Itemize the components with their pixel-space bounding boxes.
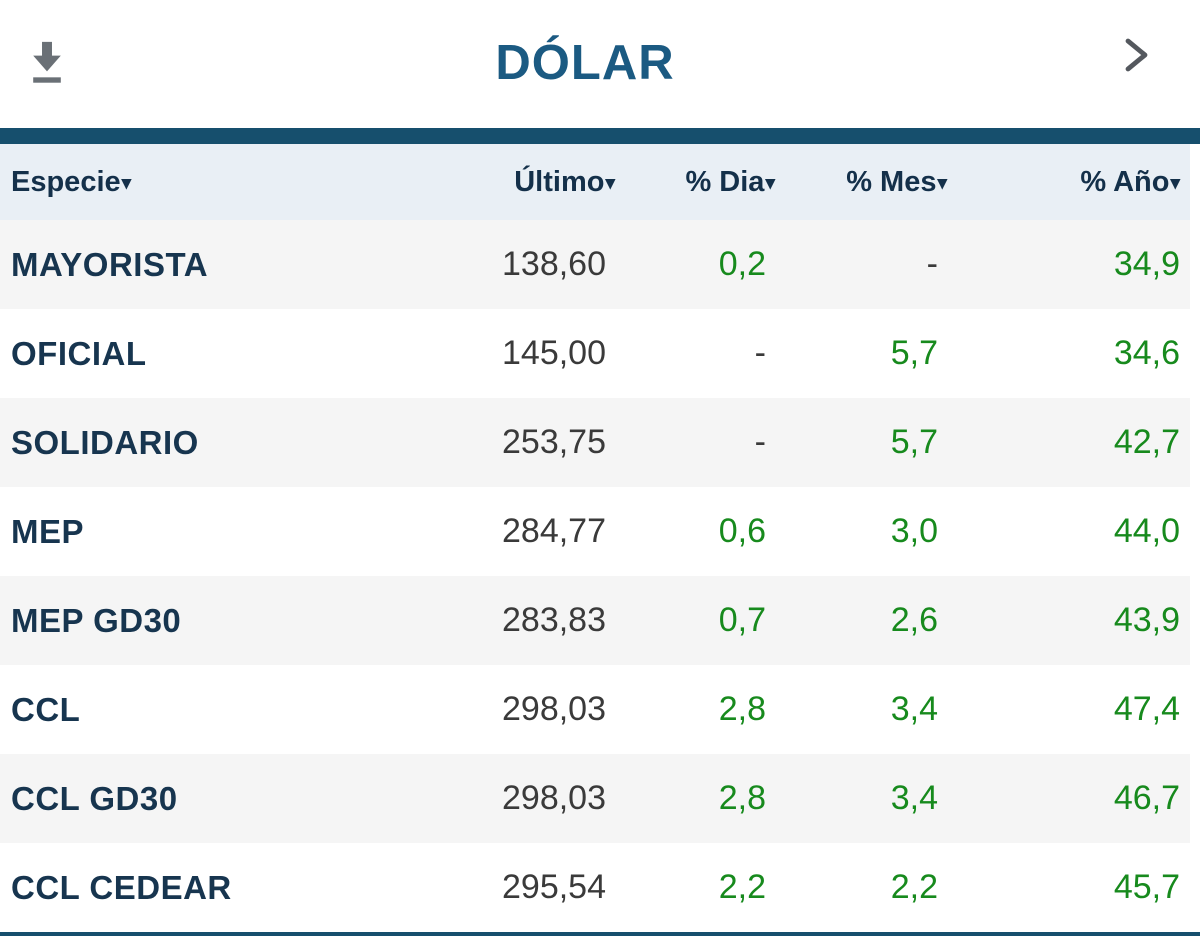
ultimo-cell: 298,03 — [502, 690, 606, 728]
table-row[interactable]: OFICIAL 145,00 - 5,7 34,6 — [0, 309, 1190, 398]
table-body: MAYORISTA 138,60 0,2 - 34,9 OFICIAL 145,… — [0, 220, 1190, 932]
pct-ano-cell: 34,6 — [1113, 334, 1180, 372]
column-header-dia[interactable]: % Dia▾ — [685, 165, 775, 198]
pct-mes-cell: 5,7 — [890, 334, 938, 372]
especie-cell: MEP GD30 — [11, 601, 182, 639]
especie-cell: OFICIAL — [11, 334, 147, 372]
pct-dia-cell: 2,2 — [718, 868, 766, 906]
ultimo-cell: 295,54 — [502, 868, 606, 906]
pct-ano-cell: 34,9 — [1113, 245, 1180, 283]
ultimo-cell: 283,83 — [502, 601, 606, 639]
table-row[interactable]: CCL GD30 298,03 2,8 3,4 46,7 — [0, 754, 1190, 843]
ultimo-cell: 253,75 — [502, 423, 606, 461]
pct-ano-cell: 45,7 — [1113, 868, 1180, 906]
pct-ano-cell: 44,0 — [1113, 512, 1180, 550]
pct-ano-cell: 42,7 — [1113, 423, 1180, 461]
download-button[interactable] — [20, 32, 72, 92]
table-row[interactable]: MAYORISTA 138,60 0,2 - 34,9 — [0, 220, 1190, 309]
section-divider-bar — [0, 932, 1200, 936]
widget-header: DÓLAR — [0, 0, 1200, 128]
especie-cell: MEP — [11, 512, 85, 550]
ultimo-cell: 298,03 — [502, 779, 606, 817]
header-divider-bar — [0, 128, 1200, 144]
column-header-especie[interactable]: Especie▾ — [11, 165, 132, 198]
ultimo-cell: 284,77 — [502, 512, 606, 550]
column-header-ultimo[interactable]: Último▾ — [514, 165, 615, 198]
pct-mes-cell: 3,0 — [890, 512, 938, 550]
pct-dia-cell: 0,6 — [718, 512, 766, 550]
open-section-button[interactable] — [1114, 28, 1158, 84]
especie-cell: CCL CEDEAR — [11, 868, 232, 906]
sort-desc-icon: ▾ — [605, 172, 615, 194]
table-row[interactable]: MEP 284,77 0,6 3,0 44,0 — [0, 487, 1190, 576]
pct-mes-cell: 5,7 — [890, 423, 938, 461]
chevron-right-icon — [1116, 38, 1156, 84]
especie-cell: SOLIDARIO — [11, 423, 199, 461]
sort-desc-icon: ▾ — [937, 172, 947, 194]
table-header-row: Especie▾ Último▾ % Dia▾ % Mes▾ % Año▾ — [0, 144, 1190, 220]
pct-mes-cell: 2,2 — [890, 868, 938, 906]
especie-cell: MAYORISTA — [11, 245, 209, 283]
pct-dia-cell: 2,8 — [718, 690, 766, 728]
widget-title: DÓLAR — [495, 35, 675, 90]
pct-dia-cell: 0,2 — [718, 245, 766, 283]
table-row[interactable]: MEP GD30 283,83 0,7 2,6 43,9 — [0, 576, 1190, 665]
download-icon — [24, 41, 70, 91]
pct-ano-cell: 43,9 — [1113, 601, 1180, 639]
pct-dia-cell: 0,7 — [718, 601, 766, 639]
table-row[interactable]: SOLIDARIO 253,75 - 5,7 42,7 — [0, 398, 1190, 487]
especie-cell: CCL GD30 — [11, 779, 178, 817]
pct-dia-cell: - — [754, 423, 766, 461]
column-header-ano[interactable]: % Año▾ — [1080, 165, 1180, 198]
column-header-mes[interactable]: % Mes▾ — [846, 165, 947, 198]
table-row[interactable]: CCL 298,03 2,8 3,4 47,4 — [0, 665, 1190, 754]
pct-ano-cell: 47,4 — [1113, 690, 1180, 728]
pct-dia-cell: - — [754, 334, 766, 372]
pct-mes-cell: 2,6 — [890, 601, 938, 639]
sort-desc-icon: ▾ — [765, 172, 775, 194]
pct-ano-cell: 46,7 — [1113, 779, 1180, 817]
pct-mes-cell: 3,4 — [890, 779, 938, 817]
ultimo-cell: 138,60 — [502, 245, 606, 283]
sort-desc-icon: ▾ — [121, 172, 132, 194]
pct-mes-cell: - — [926, 245, 938, 283]
pct-dia-cell: 2,8 — [718, 779, 766, 817]
ultimo-cell: 145,00 — [502, 334, 606, 372]
table-row[interactable]: CCL CEDEAR 295,54 2,2 2,2 45,7 — [0, 843, 1190, 932]
especie-cell: CCL — [11, 690, 81, 728]
pct-mes-cell: 3,4 — [890, 690, 938, 728]
sort-desc-icon: ▾ — [1170, 172, 1180, 194]
